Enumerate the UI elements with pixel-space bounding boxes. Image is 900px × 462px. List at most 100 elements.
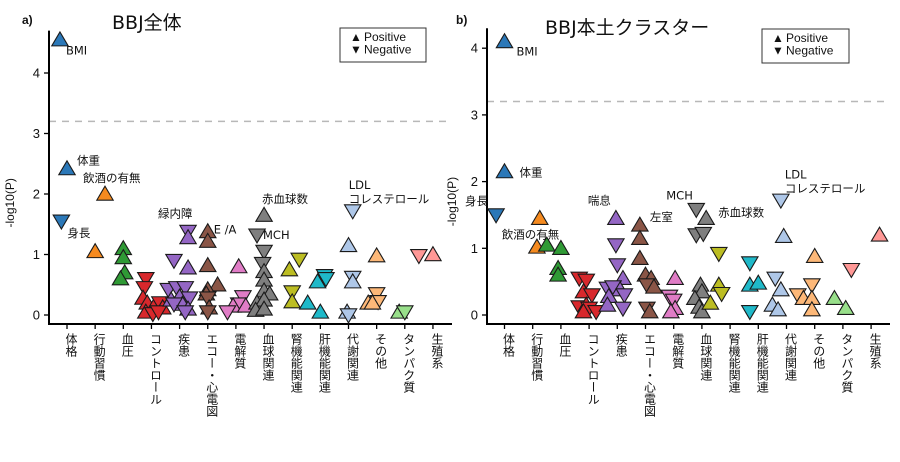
triangle-up-icon: ▲	[772, 31, 784, 45]
triangle-down-icon: ▼	[350, 43, 362, 57]
point-positive	[825, 289, 844, 306]
chart-title: BBJ本土クラスター	[545, 17, 709, 39]
legend: ▲ Positive▼ Negative	[339, 27, 427, 63]
y-tick-label: 4	[471, 41, 478, 56]
legend-box	[339, 27, 427, 63]
x-tick-label: エコー・心電図	[643, 333, 657, 417]
point-positive	[50, 30, 70, 47]
chart-title: BBJ全体	[112, 12, 182, 34]
y-tick-label: 3	[33, 126, 40, 141]
legend-label: Positive	[786, 31, 828, 45]
x-tick-label: 代謝関連	[784, 333, 798, 382]
point-negative	[339, 308, 358, 324]
point-annotation: 体重	[77, 154, 100, 168]
point-positive	[640, 302, 659, 319]
point-negative	[290, 252, 309, 269]
point-negative	[316, 271, 336, 288]
point-negative	[149, 305, 168, 321]
point-annotation: 左室	[650, 210, 673, 224]
point-negative	[180, 291, 199, 307]
point-positive	[57, 159, 77, 176]
point-positive	[644, 278, 664, 294]
point-positive	[870, 226, 889, 242]
y-tick-label: 4	[33, 66, 40, 81]
point-negative	[176, 305, 195, 321]
point-positive	[665, 269, 685, 286]
point-positive	[423, 245, 443, 262]
point-negative	[664, 293, 683, 310]
point-negative	[198, 305, 217, 321]
point-positive	[343, 272, 362, 289]
point-annotation: 赤血球数	[262, 192, 308, 206]
y-tick-label: 3	[471, 107, 478, 122]
point-positive	[95, 185, 115, 201]
point-positive	[774, 227, 793, 243]
point-negative	[766, 271, 785, 288]
y-axis-label: -log10(P)	[445, 177, 459, 226]
point-annotation: LDL	[785, 167, 807, 181]
x-tick-label: 体格	[64, 333, 78, 357]
triangle-down-icon: ▼	[772, 44, 784, 58]
x-tick-label: エコー・心電図	[205, 333, 219, 417]
point-positive	[254, 206, 274, 222]
point-positive	[551, 239, 571, 255]
x-tick-label: 体格	[502, 333, 516, 357]
point-annotation: E /A	[214, 223, 237, 237]
point-positive	[495, 162, 514, 179]
point-negative	[218, 305, 237, 321]
point-annotation: 体重	[520, 166, 543, 180]
point-positive	[208, 275, 227, 292]
point-positive	[495, 32, 514, 49]
point-positive	[198, 256, 217, 273]
x-tick-label: 生殖系	[430, 333, 444, 369]
panel-tag: a)	[22, 13, 33, 27]
point-negative	[712, 286, 731, 303]
point-negative	[771, 193, 791, 210]
point-positive	[768, 300, 788, 317]
x-tick-label: 疾患	[614, 332, 628, 357]
point-negative	[253, 256, 272, 273]
point-negative	[694, 226, 713, 243]
point-positive	[283, 292, 302, 309]
point-positive	[574, 302, 593, 319]
y-axis-label: -log10(P)	[3, 178, 17, 227]
y-tick-label: 1	[33, 247, 40, 262]
point-positive	[198, 232, 217, 248]
point-negative	[395, 305, 414, 321]
point-annotation: 飲酒の有無	[502, 227, 560, 241]
point-positive	[537, 236, 556, 252]
point-negative	[486, 208, 506, 224]
point-negative	[606, 238, 626, 254]
point-positive	[178, 228, 198, 245]
point-positive	[367, 246, 386, 263]
x-tick-label: 腎機能関連	[727, 333, 741, 394]
point-negative	[198, 291, 217, 307]
panel-b: b) BBJ本土クラスター 0 1 2 3 4 -log10(P) 体格 行動習慣 血圧 コントロール…	[445, 13, 890, 417]
point-positive	[606, 209, 626, 225]
point-negative	[613, 301, 633, 318]
legend-box	[761, 28, 850, 64]
point-positive	[363, 294, 382, 310]
point-positive	[308, 272, 327, 289]
point-positive	[114, 248, 133, 265]
point-annotation: MCH	[666, 189, 693, 203]
triangle-up-icon: ▲	[350, 30, 362, 44]
y-tick-label: 0	[471, 308, 478, 323]
x-tick-label: コントロール	[148, 333, 162, 405]
point-positive	[661, 302, 681, 319]
point-positive	[85, 242, 105, 259]
point-negative	[409, 249, 429, 265]
panel-tag: b)	[456, 13, 467, 27]
legend: ▲ Positive▼ Negative	[761, 28, 850, 64]
point-annotation: 喘息	[588, 193, 611, 207]
x-tick-label: 血球関連	[699, 333, 713, 382]
x-tick-label: 電解質	[233, 333, 247, 370]
legend-label: Positive	[364, 30, 406, 44]
point-positive	[692, 282, 712, 299]
point-annotation: 身長	[465, 194, 488, 208]
point-annotation: 赤血球数	[718, 205, 764, 219]
panel-a: a) BBJ全体 0 1 2 3 4 -log10(P) 体格 行動習慣 血圧 コントロール 疾患 エコー…	[3, 12, 452, 417]
x-tick-label: タンパク質	[840, 333, 854, 394]
point-positive	[339, 236, 358, 253]
point-annotation: 緑内障	[158, 207, 193, 221]
